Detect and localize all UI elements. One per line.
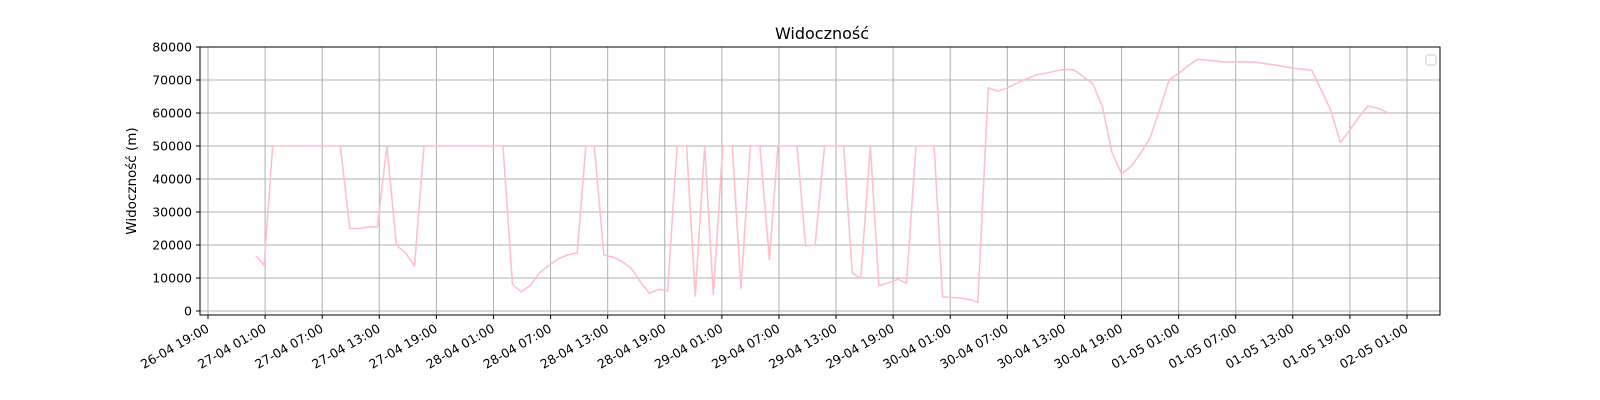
y-axis-label: Widoczność (m) <box>124 127 140 234</box>
legend-box <box>1425 54 1437 66</box>
chart-title: Widoczność <box>775 24 869 43</box>
y-tick-label: 50000 <box>152 139 192 154</box>
y-tick-label: 80000 <box>152 40 192 55</box>
y-tick-label: 60000 <box>152 106 192 121</box>
y-tick-label: 0 <box>184 304 192 319</box>
y-tick-label: 20000 <box>152 238 192 253</box>
series-layer <box>255 58 1390 304</box>
grid <box>200 46 1440 315</box>
y-tick-label: 30000 <box>152 205 192 220</box>
y-tick-label: 10000 <box>152 271 192 286</box>
series-line-visibility <box>255 58 1390 304</box>
y-axis-ticks: 0 10000 20000 30000 40000 50000 60000 70000 8000… <box>152 40 200 319</box>
y-tick-label: 70000 <box>152 73 192 88</box>
y-tick-label: 40000 <box>152 172 192 187</box>
plot-frame <box>199 46 1441 316</box>
